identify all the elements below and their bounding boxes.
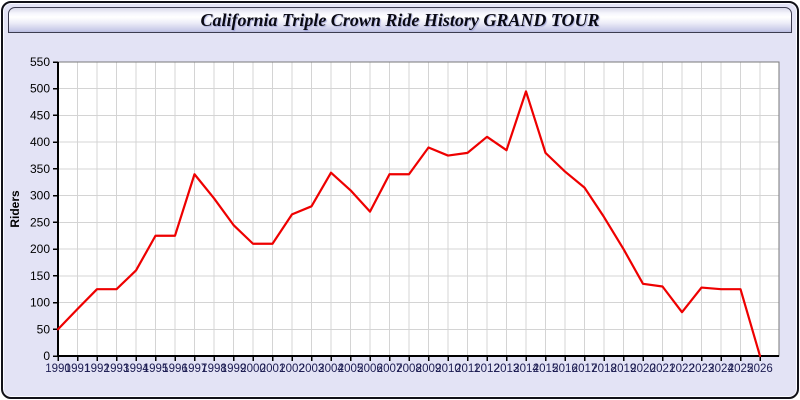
x-tick-label: 2000 (240, 363, 266, 375)
x-tick-label: 2007 (377, 363, 403, 375)
riders-series-line (56, 90, 762, 358)
riders-line-chart: 0501001502002503003504004505005501990199… (8, 55, 780, 375)
x-tick-label: 2016 (552, 363, 578, 375)
plot-area (58, 62, 779, 356)
x-tick-label: 2026 (747, 363, 773, 375)
x-tick-label: 2020 (630, 363, 656, 375)
x-tick-label: 1992 (84, 363, 110, 375)
x-tick-label: 2012 (474, 363, 500, 375)
y-tick-label: 150 (30, 269, 50, 283)
y-tick-label: 300 (30, 189, 50, 203)
x-tick-label: 2008 (396, 363, 422, 375)
x-tick-label: 1996 (162, 363, 188, 375)
y-tick-label: 400 (30, 135, 50, 149)
y-tick-label: 50 (37, 322, 51, 336)
x-tick-label: 2015 (533, 363, 559, 375)
x-tick-label: 1995 (143, 363, 169, 375)
x-tick-label: 2004 (318, 363, 344, 375)
x-tick-label: 1998 (201, 363, 227, 375)
x-tick-label: 2019 (611, 363, 637, 375)
y-tick-label: 0 (43, 349, 50, 363)
x-tick-label: 2024 (708, 363, 734, 375)
y-tick-label: 500 (30, 82, 50, 96)
x-tick-label: 2021 (650, 363, 676, 375)
x-tick-label: 1997 (182, 363, 208, 375)
x-tick-label: 2022 (669, 363, 695, 375)
y-tick-label: 550 (30, 55, 50, 69)
x-tick-label: 2025 (728, 363, 754, 375)
y-axis-title: Riders (8, 190, 22, 228)
x-tick-label: 2006 (357, 363, 383, 375)
y-tick-label: 250 (30, 215, 50, 229)
title-bar: California Triple Crown Ride History GRA… (8, 7, 792, 33)
x-tick-label: 2017 (572, 363, 598, 375)
x-tick-label: 2014 (513, 363, 539, 375)
y-tick-label: 350 (30, 162, 50, 176)
y-tick-label: 100 (30, 296, 50, 310)
x-tick-label: 2018 (591, 363, 617, 375)
chart-title: California Triple Crown Ride History GRA… (200, 10, 600, 30)
x-tick-label: 2013 (494, 363, 520, 375)
x-tick-label: 2002 (279, 363, 305, 375)
x-tick-label: 2005 (338, 363, 364, 375)
y-tick-label: 200 (30, 242, 50, 256)
x-tick-label: 1994 (123, 363, 149, 375)
x-tick-label: 1993 (104, 363, 130, 375)
x-tick-label: 2003 (299, 363, 325, 375)
x-tick-label: 1991 (65, 363, 91, 375)
x-tick-label: 2001 (260, 363, 286, 375)
x-tick-label: 1999 (221, 363, 247, 375)
x-tick-label: 1990 (45, 363, 71, 375)
x-tick-label: 2009 (416, 363, 442, 375)
x-tick-label: 2023 (689, 363, 715, 375)
y-tick-label: 450 (30, 108, 50, 122)
x-tick-label: 2010 (435, 363, 461, 375)
chart-area: 0 50 100 150 200 250 300 350 400 450 500 550 1990 199… (3, 37, 797, 395)
x-tick-label: 2011 (455, 363, 480, 375)
